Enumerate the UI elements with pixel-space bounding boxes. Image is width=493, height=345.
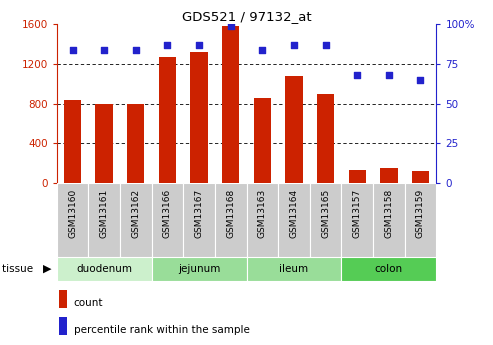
Point (227, 23, 235, 29)
Point (353, 72, 361, 78)
Bar (246, 183, 278, 257)
Bar (222, 26, 240, 183)
Bar (88, 183, 120, 257)
Bar (152, 257, 246, 281)
Bar (310, 183, 341, 257)
Text: GSM13157: GSM13157 (352, 189, 362, 238)
Bar (152, 183, 183, 257)
Text: GSM13158: GSM13158 (385, 189, 393, 238)
Text: jejunum: jejunum (178, 264, 220, 274)
Point (164, 42, 172, 48)
Text: GSM13162: GSM13162 (131, 189, 141, 238)
Bar (59, 317, 67, 335)
Bar (57, 257, 152, 281)
Text: duodenum: duodenum (76, 264, 132, 274)
Bar (412, 171, 429, 183)
Point (69, 47, 76, 52)
Text: GSM13159: GSM13159 (416, 189, 425, 238)
Bar (127, 104, 144, 183)
Bar (215, 183, 246, 257)
Bar (59, 289, 67, 308)
Point (417, 77, 424, 82)
Point (385, 72, 393, 78)
Bar (57, 183, 88, 257)
Text: GSM13160: GSM13160 (68, 189, 77, 238)
Text: GSM13166: GSM13166 (163, 189, 172, 238)
Text: GSM13163: GSM13163 (258, 189, 267, 238)
Bar (64, 99, 81, 183)
Text: count: count (74, 298, 103, 308)
Point (132, 47, 140, 52)
Text: GSM13167: GSM13167 (195, 189, 204, 238)
Title: GDS521 / 97132_at: GDS521 / 97132_at (182, 10, 311, 23)
Point (321, 42, 329, 48)
Point (195, 42, 203, 48)
Bar (120, 183, 152, 257)
Bar (405, 183, 436, 257)
Text: GSM13161: GSM13161 (100, 189, 108, 238)
Text: ileum: ileum (280, 264, 309, 274)
Text: tissue: tissue (2, 264, 37, 274)
Text: colon: colon (375, 264, 403, 274)
Text: percentile rank within the sample: percentile rank within the sample (74, 325, 249, 335)
Bar (246, 257, 341, 281)
Text: GSM13164: GSM13164 (289, 189, 298, 238)
Bar (159, 57, 176, 183)
Bar (190, 52, 208, 183)
Bar (278, 183, 310, 257)
Bar (380, 168, 397, 183)
Bar (96, 104, 113, 183)
Bar (317, 93, 334, 183)
Bar (285, 76, 303, 183)
Bar (341, 183, 373, 257)
Bar (341, 257, 436, 281)
Bar (183, 183, 215, 257)
Bar (349, 170, 366, 183)
Point (290, 42, 298, 48)
Point (258, 47, 266, 52)
Bar (253, 98, 271, 183)
Point (100, 47, 108, 52)
Bar (373, 183, 405, 257)
Text: GSM13165: GSM13165 (321, 189, 330, 238)
Text: GSM13168: GSM13168 (226, 189, 235, 238)
Text: ▶: ▶ (43, 264, 52, 274)
